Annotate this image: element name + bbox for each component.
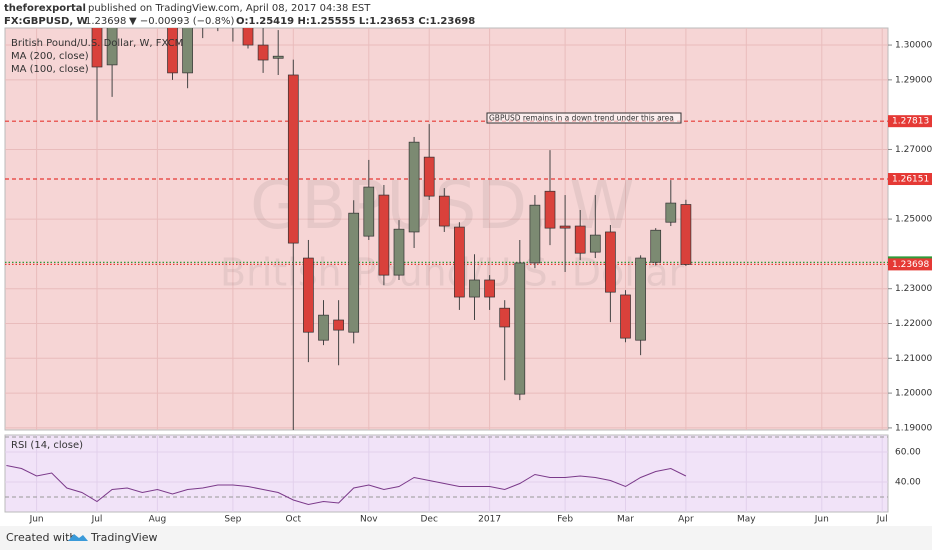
- footer-brand[interactable]: TradingView: [90, 531, 157, 544]
- annotation: GBPUSD remains in a down trend under thi…: [489, 114, 674, 123]
- y-tick-label: 1.25000: [895, 215, 932, 225]
- annotation-box: [486, 112, 682, 124]
- rsi-legend: RSI (14, close): [11, 440, 83, 451]
- legend-ma: MA (200, close): [11, 51, 89, 62]
- candle-body: [106, 28, 118, 66]
- candle-body: [605, 231, 616, 293]
- x-tick-label: Apr: [678, 515, 694, 525]
- level-label-box: [888, 115, 932, 128]
- candle-body: [559, 225, 571, 229]
- candle-body: [393, 228, 405, 276]
- x-tick-label: Jul: [91, 515, 103, 525]
- candle-body: [242, 28, 254, 46]
- last-price: 1.23698: [85, 16, 126, 27]
- level-label-box: [888, 173, 932, 186]
- y-tick-label: 1.22000: [895, 319, 932, 329]
- candle-body: [454, 226, 465, 298]
- candle-body: [348, 212, 360, 333]
- symbol: FX:GBPUSD, W: [4, 16, 88, 27]
- candle-body: [680, 204, 692, 265]
- candle-body: [469, 279, 480, 298]
- candle-body: [635, 257, 646, 341]
- candle-body: [287, 74, 299, 244]
- y-tick-label: 1.29000: [895, 75, 932, 85]
- candle-body: [589, 234, 601, 253]
- candle-body: [182, 28, 193, 74]
- level-label: 1.27813: [892, 117, 929, 127]
- candle-body: [272, 55, 284, 59]
- candle-body: [650, 229, 662, 263]
- author[interactable]: theforexportal: [4, 3, 86, 14]
- brand-logo: [68, 534, 88, 541]
- rsi-pane: [4, 434, 889, 513]
- x-tick-label: 2017: [478, 515, 501, 525]
- level-label: 1.23698: [892, 260, 929, 270]
- y-tick-label: 1.23000: [895, 284, 932, 294]
- y-tick-label: 1.21000: [895, 354, 932, 364]
- candle-body: [620, 294, 631, 339]
- rsi-tick-label: 40.00: [895, 477, 921, 487]
- candle-body: [574, 225, 586, 254]
- candle-body: [544, 190, 556, 229]
- footer-bar: [0, 526, 932, 550]
- y-tick-label: 1.19000: [895, 423, 932, 433]
- candle-body: [514, 262, 526, 395]
- x-tick-label: Feb: [557, 515, 573, 525]
- rsi-line: [6, 465, 687, 506]
- legend-ma: MA (100, close): [11, 64, 89, 75]
- x-tick-label: Dec: [420, 515, 437, 525]
- candle-body: [333, 319, 344, 331]
- y-tick-label: 1.20000: [895, 389, 932, 399]
- x-tick-label: Jul: [876, 515, 888, 525]
- candle-body: [257, 44, 269, 61]
- candle-body: [438, 195, 450, 227]
- x-tick-label: Sep: [224, 515, 241, 525]
- x-tick-label: Nov: [360, 515, 378, 525]
- candle-body: [499, 307, 511, 328]
- x-tick-label: May: [737, 515, 756, 525]
- x-tick-label: Aug: [149, 515, 167, 525]
- candle-body: [408, 141, 420, 233]
- candle-body: [363, 186, 375, 237]
- y-tick-label: 1.27000: [895, 145, 932, 155]
- candle-body: [665, 202, 677, 223]
- candle-body: [91, 28, 103, 68]
- candle-body: [484, 279, 495, 298]
- candle-body: [167, 28, 178, 74]
- level-label-box: [888, 258, 932, 271]
- y-tick-label: 1.30000: [895, 41, 932, 51]
- candle-body: [318, 314, 329, 341]
- x-tick-label: Jun: [29, 515, 44, 525]
- footer-created: Created with: [6, 531, 76, 544]
- x-tick-label: Mar: [617, 515, 634, 525]
- candle-body: [303, 257, 314, 333]
- price-change: ▼ −0.00993 (−0.8%): [129, 16, 234, 27]
- level-label: 1.26151: [892, 175, 929, 185]
- candle-body: [529, 204, 541, 264]
- ohlc: O:1.25419 H:1.25555 L:1.23653 C:1.23698: [236, 16, 475, 27]
- rsi-tick-label: 60.00: [895, 447, 921, 457]
- legend-symbol: British Pound/U.S. Dollar, W, FXCM: [11, 38, 183, 49]
- published: published on TradingView.com, April 08, …: [88, 3, 371, 14]
- candle-body: [423, 156, 435, 197]
- x-tick-label: Oct: [286, 515, 302, 525]
- candle-body: [378, 194, 390, 276]
- price-pane: [4, 27, 889, 431]
- x-tick-label: Jun: [814, 515, 829, 525]
